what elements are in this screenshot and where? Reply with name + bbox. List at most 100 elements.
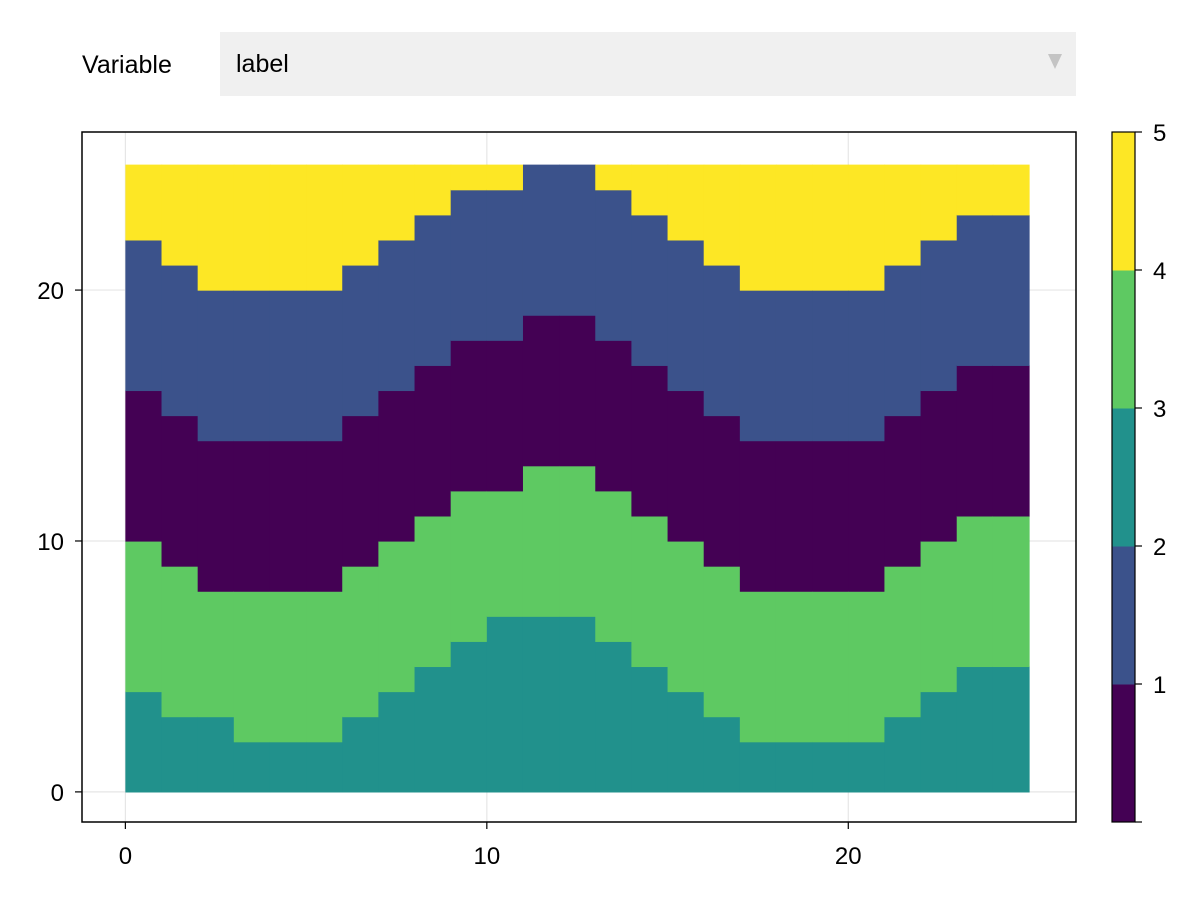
- heatmap-cell: [197, 164, 235, 291]
- colorbar-frame: [1111, 131, 1136, 823]
- heatmap-cell: [233, 164, 271, 291]
- heatmap-cell: [884, 415, 922, 567]
- heatmap-cell: [161, 415, 199, 567]
- heatmap-cell: [956, 666, 994, 793]
- heatmap-cell: [161, 264, 199, 417]
- heatmap-cell: [631, 214, 669, 366]
- heatmap-cell: [667, 239, 705, 392]
- heatmap-cell: [125, 540, 163, 693]
- heatmap-cell: [306, 164, 343, 291]
- heatmap-cell: [595, 164, 633, 191]
- x-tick-label: 20: [835, 843, 862, 870]
- heatmap-cell: [956, 214, 994, 366]
- heatmap-cell: [342, 264, 379, 417]
- heatmap-cell: [739, 591, 777, 743]
- heatmap-cell: [486, 490, 524, 617]
- heatmap-cell: [848, 591, 886, 743]
- heatmap-cell: [739, 290, 777, 442]
- heatmap-cell: [450, 641, 488, 793]
- heatmap-cell: [920, 540, 958, 693]
- heatmap-cell: [595, 340, 633, 492]
- heatmap-cell: [631, 164, 669, 216]
- heatmap-cell: [920, 390, 958, 542]
- y-tick-label: 10: [37, 529, 64, 556]
- dropdown-selected-value: label: [236, 50, 289, 78]
- y-tick-label: 0: [51, 780, 64, 807]
- heatmap-cell: [559, 616, 596, 793]
- heatmap-cell: [522, 164, 560, 316]
- heatmap-cell: [233, 440, 271, 592]
- heatmap-cell: [269, 741, 307, 793]
- heatmap-cell: [378, 540, 416, 693]
- heatmap-cell: [450, 340, 488, 492]
- heatmap-cell: [992, 515, 1030, 668]
- heatmap-cell: [812, 164, 849, 291]
- colorbar-tick-label: 3: [1153, 396, 1166, 423]
- heatmap-cell: [125, 390, 163, 542]
- heatmap-cell: [414, 214, 452, 366]
- x-axis-ticks: 0 10 20: [119, 822, 862, 870]
- heatmap-cell: [233, 741, 271, 793]
- heatmap-cell: [884, 264, 922, 417]
- heatmap-cell: [486, 189, 524, 341]
- heatmap-cell: [739, 741, 777, 793]
- heatmap-cell: [775, 591, 813, 743]
- heatmap-cell: [125, 691, 163, 793]
- variable-dropdown[interactable]: label: [220, 32, 1076, 96]
- heatmap-cell: [848, 440, 886, 592]
- heatmap-cell: [920, 239, 958, 392]
- heatmap-cell: [775, 440, 813, 592]
- heatmap-cell: [522, 616, 560, 793]
- heatmap-cell: [703, 415, 741, 567]
- heatmap-cell: [161, 566, 199, 718]
- heatmap-cell: [306, 741, 343, 793]
- heatmap-cell: [631, 365, 669, 517]
- heatmap-cell: [631, 515, 669, 668]
- heatmap-cell: [450, 164, 488, 191]
- heatmap-cell: [884, 566, 922, 718]
- heatmap-cell: [414, 164, 452, 216]
- heatmap-cell: [812, 290, 849, 442]
- plot-frame: [81, 131, 1077, 823]
- heatmap-cell: [342, 716, 379, 793]
- heatmap-cell: [125, 164, 163, 241]
- heatmap-cell: [956, 164, 994, 216]
- heatmap-cell: [269, 591, 307, 743]
- heatmap-cell: [739, 164, 777, 291]
- heatmap-cell: [269, 164, 307, 291]
- heatmap-cell: [775, 164, 813, 291]
- heatmap-cell: [306, 440, 343, 592]
- heatmap-cell: [739, 440, 777, 592]
- heatmap-cell: [342, 164, 379, 266]
- heatmap-cell: [703, 716, 741, 793]
- x-tick-label: 10: [473, 843, 500, 870]
- heatmap-cell: [848, 290, 886, 442]
- triangle-down-icon: [1048, 54, 1062, 69]
- colorbar-band: [1112, 684, 1135, 823]
- colorbar-tick-label: 2: [1153, 534, 1166, 561]
- colorbar: 5 4 3 2 1: [1111, 120, 1166, 823]
- heatmap-cell: [812, 741, 849, 793]
- y-tick-label: 20: [37, 278, 64, 305]
- heatmap-cell: [956, 365, 994, 517]
- heatmap-cell: [884, 164, 922, 266]
- heatmap-cell: [848, 164, 886, 291]
- heatmap-cell: [559, 164, 596, 316]
- heatmap-cell: [522, 465, 560, 617]
- heatmap-cell: [306, 290, 343, 442]
- heatmap-cell: [125, 239, 163, 392]
- heatmap-cell: [378, 164, 416, 241]
- heatmap-cell: [559, 465, 596, 617]
- y-axis-ticks: 0 10 20: [37, 278, 82, 807]
- heatmap-cell: [703, 164, 741, 266]
- heatmap-cell: [269, 440, 307, 592]
- heatmap-cell: [992, 214, 1030, 366]
- colorbar-band: [1112, 546, 1135, 685]
- heatmap-cell: [233, 591, 271, 743]
- heatmap-cell: [450, 490, 488, 642]
- heatmap-cell: [378, 390, 416, 542]
- heatmap-cell: [667, 540, 705, 693]
- colorbar-band: [1112, 132, 1135, 271]
- heatmap-cell: [414, 666, 452, 793]
